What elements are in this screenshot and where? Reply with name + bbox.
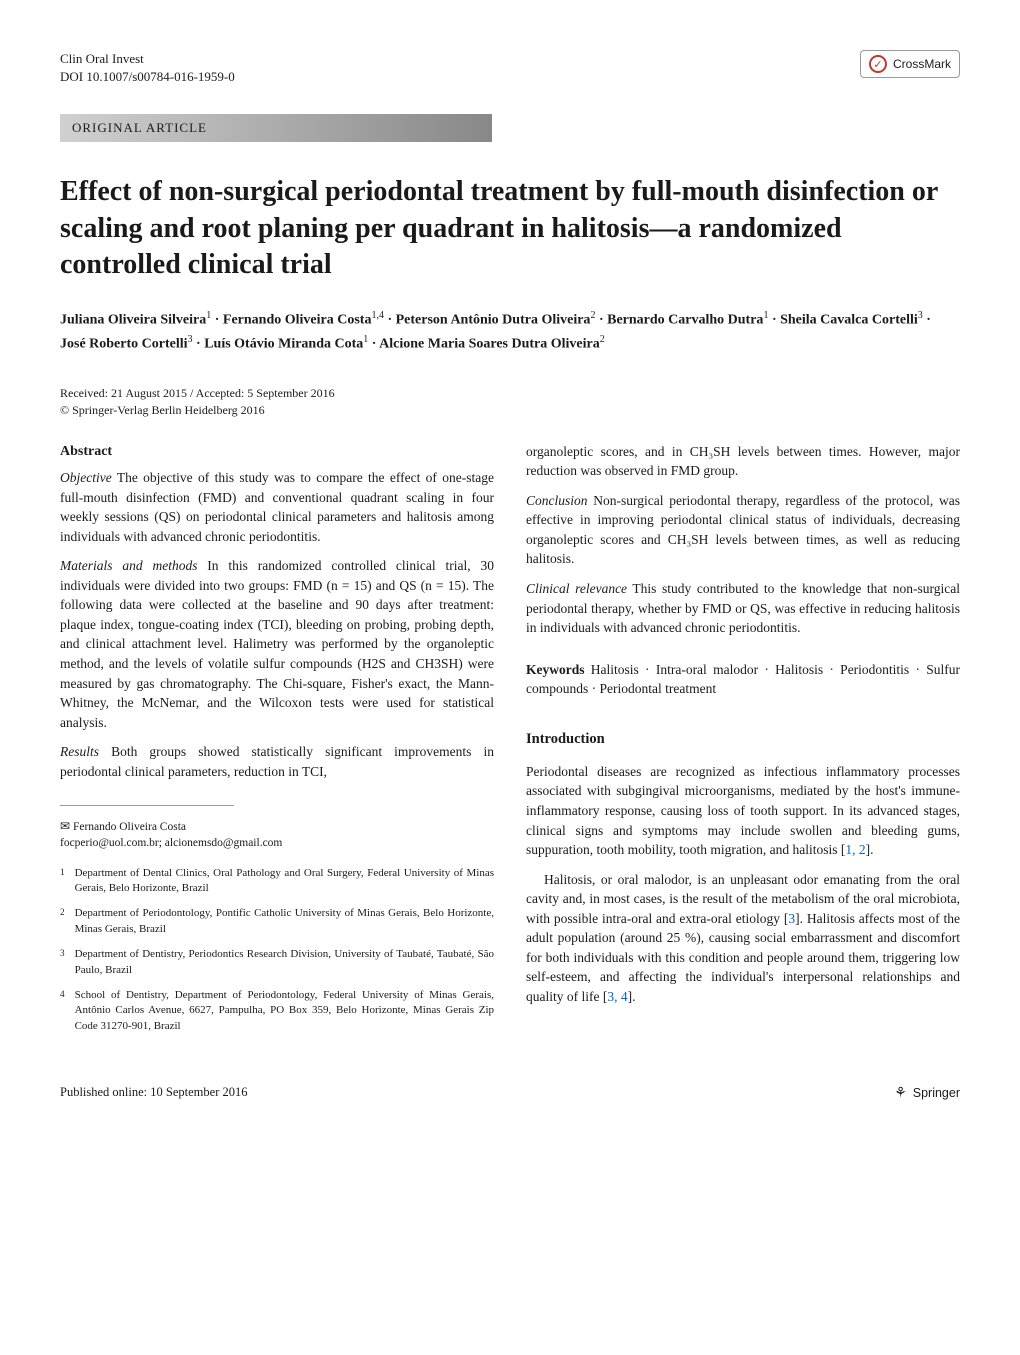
affil-text: School of Dentistry, Department of Perio… — [75, 988, 494, 1034]
materials-label: Materials and methods — [60, 558, 197, 573]
divider-line — [60, 805, 234, 806]
affiliation: 2 Department of Periodontology, Pontific … — [60, 906, 494, 937]
abstract-objective: Objective The objective of this study wa… — [60, 468, 494, 546]
affil-num: 2 — [60, 906, 65, 937]
affil-num: 1 — [60, 866, 65, 897]
affiliation: 3 Department of Dentistry, Periodontics R… — [60, 947, 494, 978]
affil-text: Department of Dental Clinics, Oral Patho… — [75, 866, 494, 897]
copyright-line: © Springer-Verlag Berlin Heidelberg 2016 — [60, 403, 960, 418]
keywords-block: Keywords Halitosis · Intra-oral malodor … — [526, 660, 960, 699]
crossmark-icon: ✓ — [869, 55, 887, 73]
publisher-badge: ⚘ Springer — [894, 1084, 960, 1101]
published-online: Published online: 10 September 2016 — [60, 1085, 247, 1100]
crossmark-badge[interactable]: ✓ CrossMark — [860, 50, 960, 78]
intro-p1-refs[interactable]: 1, 2 — [845, 842, 865, 857]
abstract-heading: Abstract — [60, 442, 494, 462]
abstract-conclusion: Conclusion Non-surgical periodontal ther… — [526, 491, 960, 569]
keywords-label: Keywords — [526, 662, 585, 677]
affiliations-list: 1 Department of Dental Clinics, Oral Path… — [60, 866, 494, 1035]
conclusion-text: Non-surgical periodontal therapy, regard… — [526, 493, 960, 567]
abstract-materials: Materials and methods In this randomized… — [60, 556, 494, 732]
correspondence: ✉ Fernando Oliveira Costa focperio@uol.c… — [60, 818, 494, 851]
intro-p2-end: ]. — [628, 989, 636, 1004]
introduction-heading: Introduction — [526, 729, 960, 750]
results-text: Both groups showed statistically signifi… — [60, 744, 494, 779]
springer-icon: ⚘ — [894, 1084, 907, 1101]
publisher-name: Springer — [913, 1086, 960, 1100]
affil-num: 4 — [60, 988, 65, 1034]
affil-text: Department of Dentistry, Periodontics Re… — [75, 947, 494, 978]
objective-text: The objective of this study was to compa… — [60, 470, 494, 544]
results-label: Results — [60, 744, 99, 759]
affiliation: 1 Department of Dental Clinics, Oral Path… — [60, 866, 494, 897]
intro-p2: Halitosis, or oral malodor, is an unplea… — [526, 870, 960, 1007]
conclusion-label: Conclusion — [526, 493, 588, 508]
intro-p1: Periodontal diseases are recognized as i… — [526, 762, 960, 860]
abstract-relevance: Clinical relevance This study contribute… — [526, 579, 960, 638]
affil-num: 3 — [60, 947, 65, 978]
crossmark-label: CrossMark — [893, 57, 951, 71]
envelope-icon: ✉ — [60, 819, 70, 833]
page-footer: Published online: 10 September 2016 ⚘ Sp… — [60, 1084, 960, 1101]
right-column: organoleptic scores, and in CH₃SH levels… — [526, 442, 960, 1044]
journal-doi: DOI 10.1007/s00784-016-1959-0 — [60, 68, 235, 86]
intro-p2-ref2[interactable]: 3, 4 — [607, 989, 627, 1004]
keywords-text: Halitosis · Intra-oral malodor · Halitos… — [526, 662, 960, 697]
corresp-name: Fernando Oliveira Costa — [73, 821, 186, 833]
intro-p1-text: Periodontal diseases are recognized as i… — [526, 764, 960, 857]
dates-line: Received: 21 August 2015 / Accepted: 5 S… — [60, 386, 960, 401]
left-column: Abstract Objective The objective of this… — [60, 442, 494, 1044]
affiliation: 4School of Dentistry, Department of Peri… — [60, 988, 494, 1034]
main-columns: Abstract Objective The objective of this… — [60, 442, 960, 1044]
relevance-label: Clinical relevance — [526, 581, 627, 596]
abstract-results-cont: organoleptic scores, and in CH₃SH levels… — [526, 442, 960, 481]
article-type-bar: ORIGINAL ARTICLE — [60, 114, 492, 142]
materials-text: In this randomized controlled clinical t… — [60, 558, 494, 730]
corresp-emails: focperio@uol.com.br; alcionemsdo@gmail.c… — [60, 837, 282, 849]
affil-text: Department of Periodontology, Pontific C… — [75, 906, 494, 937]
abstract-results: Results Both groups showed statistically… — [60, 742, 494, 781]
journal-info: Clin Oral Invest DOI 10.1007/s00784-016-… — [60, 50, 235, 86]
author-list: Juliana Oliveira Silveira1 · Fernando Ol… — [60, 308, 960, 356]
article-title: Effect of non-surgical periodontal treat… — [60, 174, 960, 283]
page-header: Clin Oral Invest DOI 10.1007/s00784-016-… — [60, 50, 960, 86]
journal-name: Clin Oral Invest — [60, 50, 235, 68]
objective-label: Objective — [60, 470, 112, 485]
intro-p1-end: ]. — [866, 842, 874, 857]
